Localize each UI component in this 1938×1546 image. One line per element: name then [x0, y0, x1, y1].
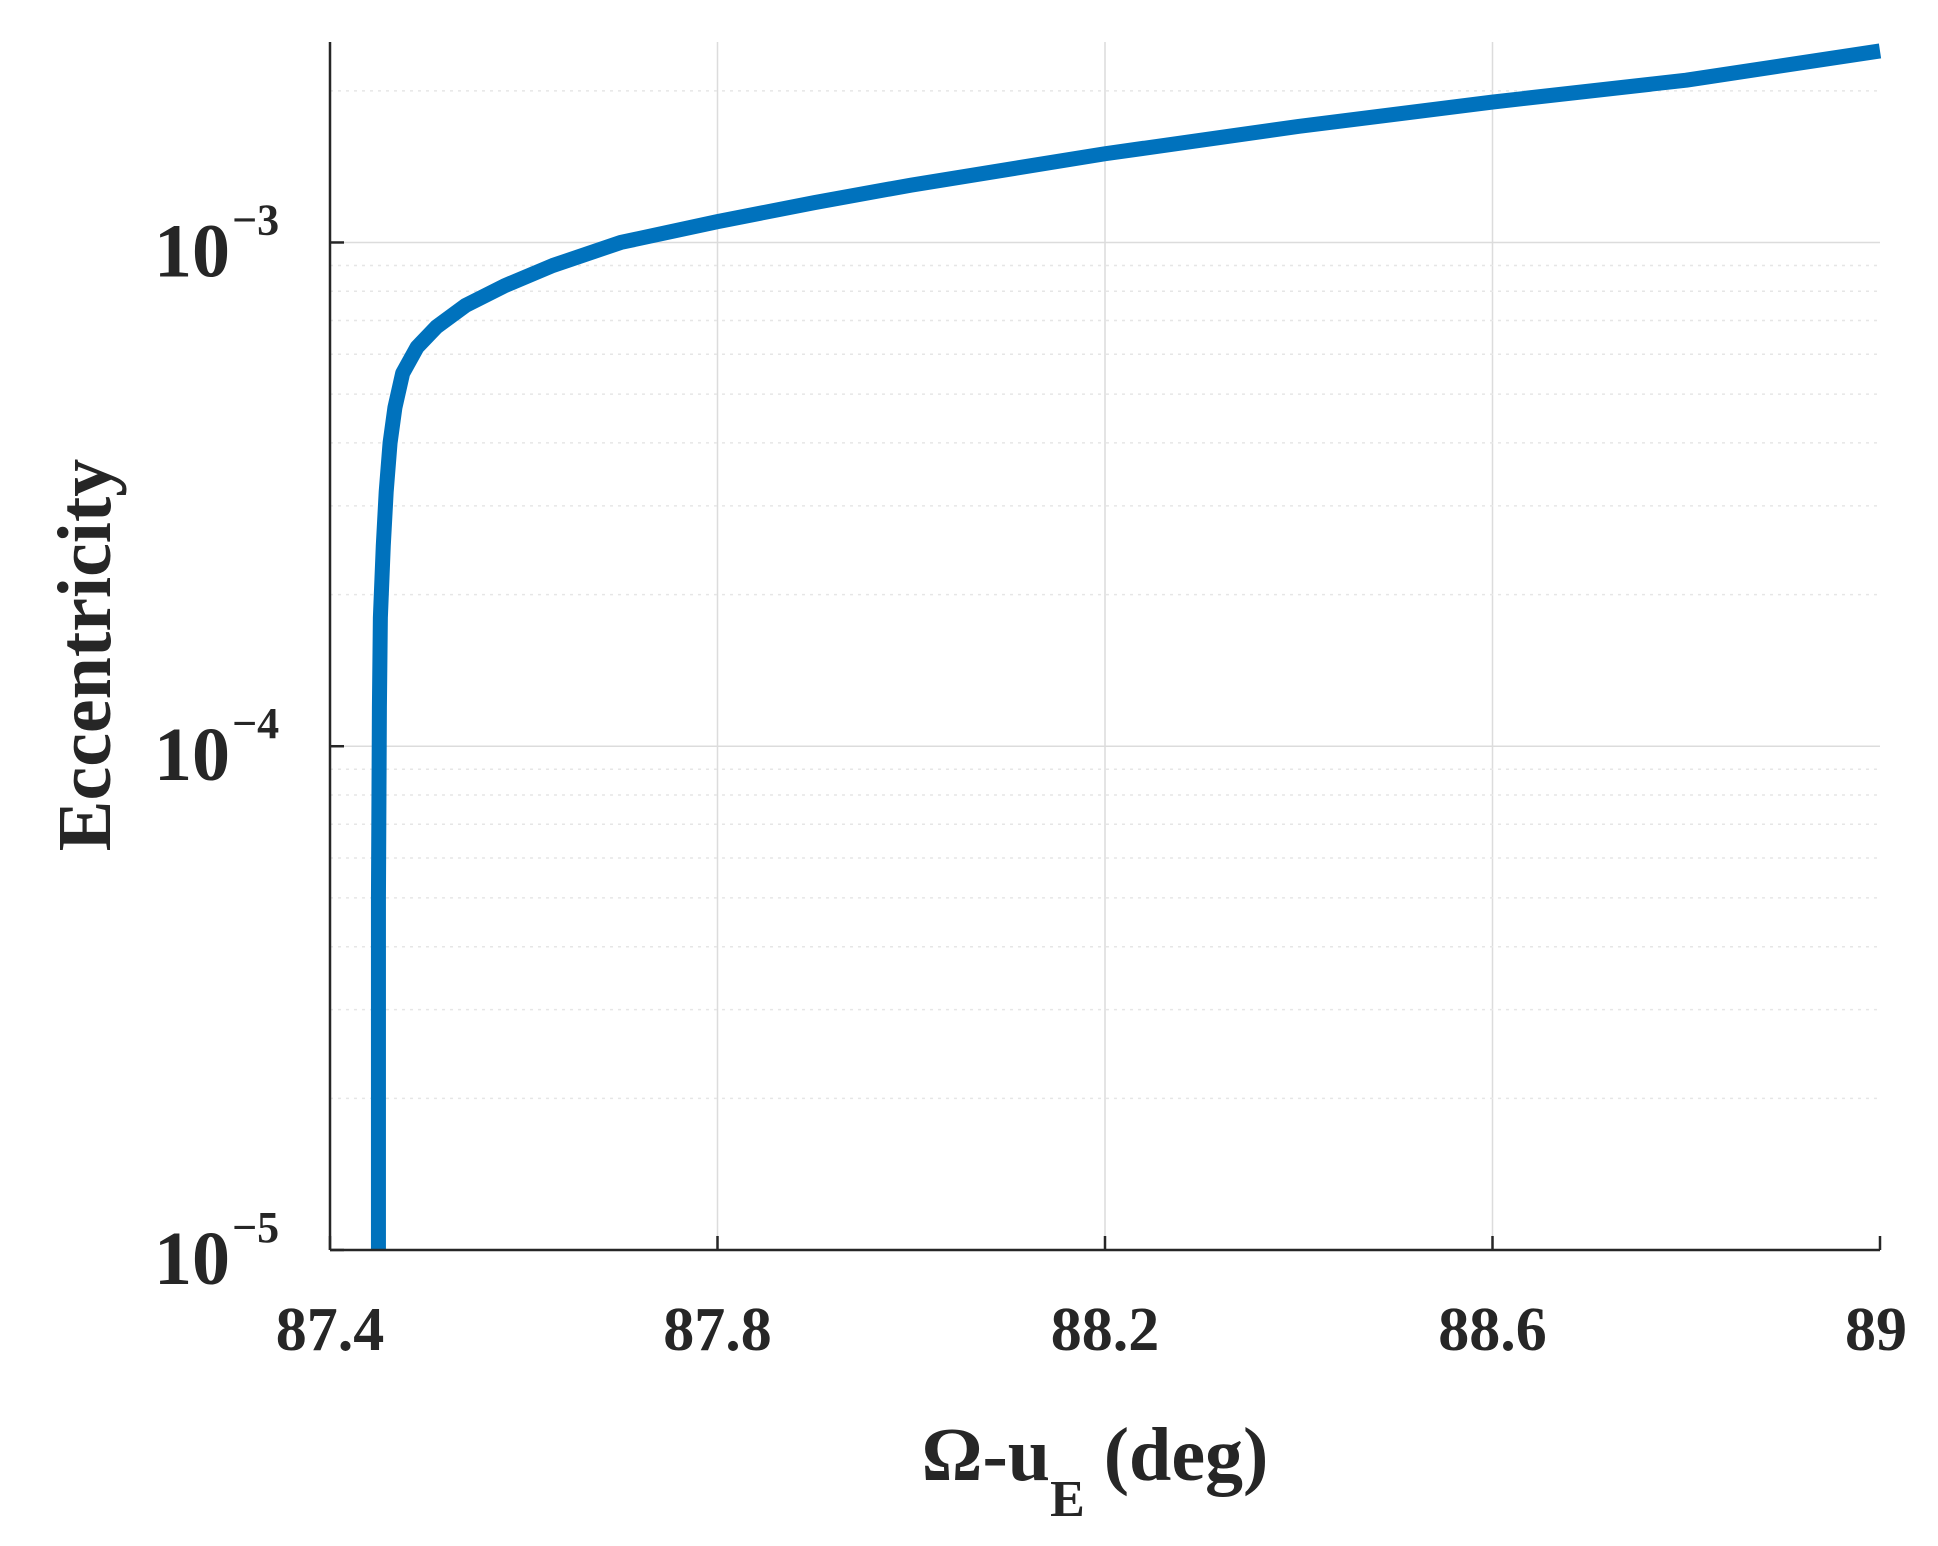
y-axis-label: Eccentricity [43, 459, 127, 851]
y-tick-label-base: 10 [154, 1217, 230, 1301]
x-tick-label: 88.2 [1051, 1296, 1160, 1364]
x-axis-label-main: Ω-u [922, 1413, 1050, 1497]
grid-lines [330, 42, 1880, 1250]
x-axis-label-sub: E [1050, 1471, 1085, 1528]
y-tick-label-exponent: −3 [232, 195, 279, 244]
x-tick-label: 87.8 [663, 1296, 772, 1364]
y-tick-label-base: 10 [154, 713, 230, 797]
x-axis-label: Ω-uE (deg) [922, 1413, 1269, 1528]
x-tick-label: 87.4 [276, 1296, 385, 1364]
x-axis-label-tail: (deg) [1085, 1413, 1269, 1497]
y-tick-label-base: 10 [154, 209, 230, 293]
x-tick-label: 88.6 [1438, 1296, 1547, 1364]
y-tick-label-exponent: −5 [232, 1203, 279, 1252]
axes-layer [328, 42, 1882, 1252]
y-tick-label-exponent: −4 [232, 699, 279, 748]
x-tick-label: 89 [1845, 1296, 1907, 1364]
y-tick-label: 10 −4 [154, 699, 279, 797]
y-tick-label: 10 −5 [154, 1203, 279, 1301]
y-tick-label: 10 −3 [154, 195, 279, 293]
series-layer [370, 43, 1882, 1250]
series-line-0 [370, 43, 1882, 1250]
